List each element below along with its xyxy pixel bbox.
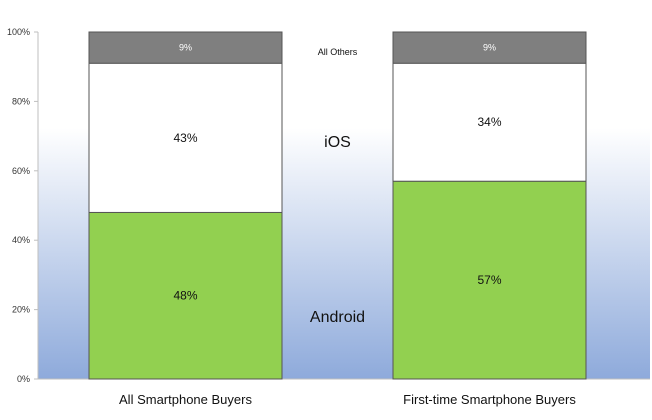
series-label-all-others: All Others [318,47,358,57]
bar-segment-all-others [392,31,587,64]
data-label: 48% [173,289,197,303]
series-label-ios: iOS [324,134,351,151]
data-label: 43% [173,131,197,145]
data-label: 9% [179,43,192,53]
x-category-label: First-time Smartphone Buyers [403,392,576,407]
y-tick-label: 80% [12,96,30,106]
data-label: 34% [477,115,501,129]
y-tick-label: 40% [12,235,30,245]
bar-segment-ios [88,62,283,213]
bar-segment-all-others [88,31,283,64]
y-tick-label: 0% [17,374,30,384]
series-label-android: Android [310,309,365,326]
y-tick-label: 100% [7,27,30,37]
bar-segment-ios [392,62,587,182]
y-tick-label: 60% [12,166,30,176]
x-category-label: All Smartphone Buyers [119,392,252,407]
data-label: 9% [483,43,496,53]
bar-segment-android [392,180,587,380]
data-label: 57% [477,273,501,287]
bar-segment-android [88,211,283,380]
y-tick-label: 20% [12,305,30,315]
